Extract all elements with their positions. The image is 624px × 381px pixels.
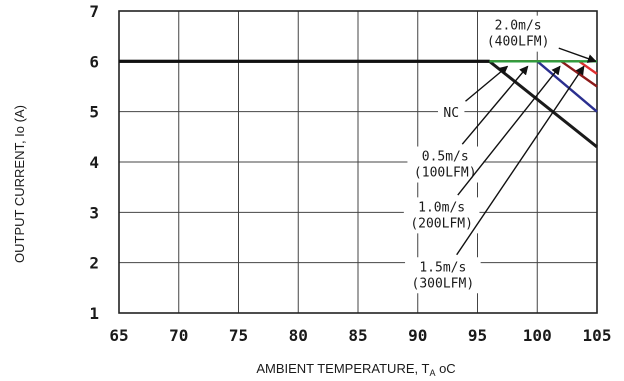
annotation-text-2-1: NC xyxy=(443,106,459,121)
annotation-1: 2.0m/s(400LFM) xyxy=(480,15,597,63)
x-tick-label-100: 100 xyxy=(523,326,552,345)
annotation-box-4 xyxy=(403,197,480,234)
plot-frame xyxy=(118,10,598,314)
annotation-arrow-4 xyxy=(457,65,561,196)
series-lines xyxy=(119,59,598,149)
annotation-arrow-2 xyxy=(465,65,509,102)
x-tick-label-105: 105 xyxy=(583,326,612,345)
x-axis-title-unit: oC xyxy=(435,361,455,376)
annotation-text-5-1: 1.5m/s xyxy=(419,260,466,275)
y-axis-title: OUTPUT CURRENT, Io (A) xyxy=(12,105,27,263)
grid xyxy=(118,10,598,314)
annotation-arrow-1 xyxy=(558,47,597,63)
annotation-2: NC xyxy=(438,65,509,124)
annotation-text-5-2: (300LFM) xyxy=(412,276,475,291)
annotation-box-1 xyxy=(480,15,556,52)
annotation-text-3-1: 0.5m/s xyxy=(422,150,469,165)
annotation-text-1-2: (400LFM) xyxy=(487,35,550,50)
x-tick-label-95: 95 xyxy=(468,326,487,345)
y-tick-label-3: 3 xyxy=(89,203,99,222)
x-tick-label-90: 90 xyxy=(408,326,427,345)
annotation-text-4-1: 1.0m/s xyxy=(418,200,465,215)
annotation-box-5 xyxy=(405,257,481,294)
y-tick-label-5: 5 xyxy=(89,103,99,122)
annotation-3: 0.5m/s(100LFM) xyxy=(407,65,529,183)
tick-labels: 65 70 75 80 85 90 95 100 105 1 2 3 4 5 6 7 xyxy=(89,2,611,345)
x-tick-label-75: 75 xyxy=(229,326,248,345)
y-tick-label-4: 4 xyxy=(89,153,99,172)
y-tick-label-2: 2 xyxy=(89,254,99,273)
x-tick-label-85: 85 xyxy=(348,326,367,345)
annotation-arrow-3 xyxy=(461,65,529,145)
annotation-4: 1.0m/s(200LFM) xyxy=(403,65,561,234)
annotation-box-2 xyxy=(438,103,465,124)
y-tick-label-6: 6 xyxy=(89,52,99,71)
y-tick-label-7: 7 xyxy=(89,2,99,21)
annotation-5: 1.5m/s(300LFM) xyxy=(405,65,585,294)
annotation-box-3 xyxy=(407,146,484,183)
annotations: 2.0m/s(400LFM)NC0.5m/s(100LFM)1.0m/s(200… xyxy=(403,15,597,294)
annotation-text-4-2: (200LFM) xyxy=(410,216,473,231)
annotation-text-1-1: 2.0m/s xyxy=(495,19,542,34)
x-tick-label-80: 80 xyxy=(289,326,308,345)
x-axis-title-sub: A xyxy=(429,368,435,378)
x-tick-label-70: 70 xyxy=(169,326,188,345)
x-axis-title-main: AMBIENT TEMPERATURE, T xyxy=(256,361,429,376)
annotation-arrow-5 xyxy=(456,65,585,256)
x-axis-title: AMBIENT TEMPERATURE, TA oC xyxy=(256,361,455,378)
x-tick-label-65: 65 xyxy=(109,326,128,345)
y-tick-label-1: 1 xyxy=(89,304,99,323)
annotation-text-3-2: (100LFM) xyxy=(414,166,477,181)
